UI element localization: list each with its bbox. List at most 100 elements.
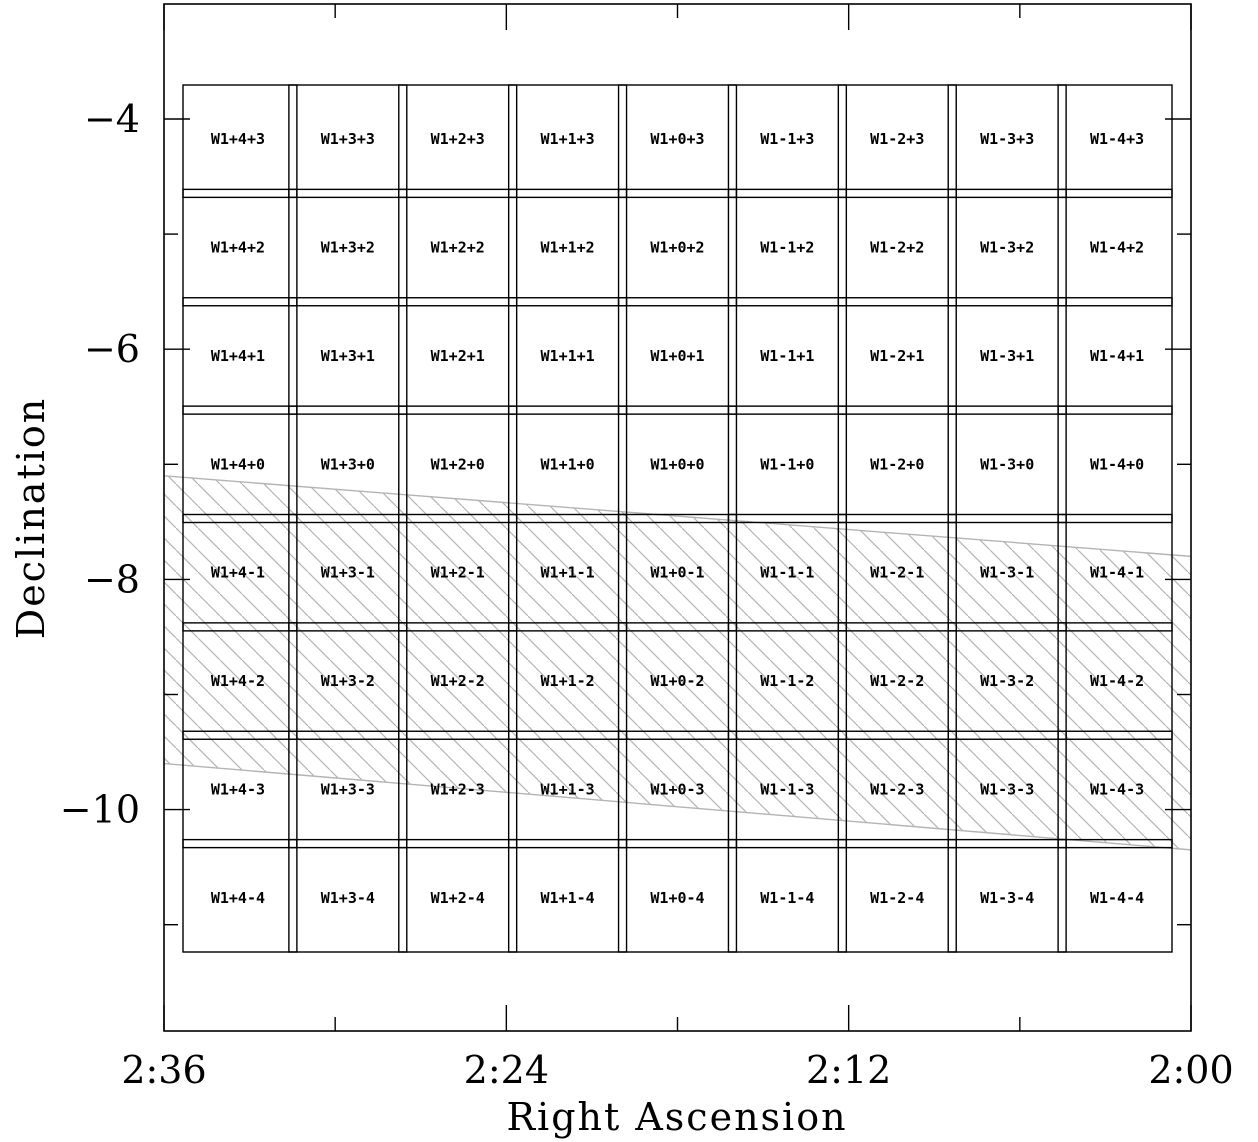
tile-label: W1-3+0 bbox=[980, 455, 1034, 473]
tile: W1-4+0 bbox=[1057, 405, 1173, 524]
tile-outline bbox=[398, 188, 518, 307]
x-axis-title: Right Ascension bbox=[506, 1095, 847, 1139]
tile-outline bbox=[617, 405, 738, 524]
tile-outline bbox=[288, 297, 408, 415]
tile-outline bbox=[288, 188, 408, 307]
tile-outline bbox=[182, 513, 298, 632]
tile-label: W1+1+3 bbox=[541, 130, 595, 148]
tile: W1+3+2 bbox=[288, 188, 408, 307]
tile: W1+2-1 bbox=[398, 513, 518, 632]
y-tick-label: −10 bbox=[60, 788, 140, 832]
band-upper-edge bbox=[164, 475, 1191, 558]
tile-label: W1+3+1 bbox=[321, 347, 375, 365]
tile-label: W1+0+0 bbox=[650, 455, 704, 473]
tile: W1-1+2 bbox=[727, 188, 848, 307]
tile-label: W1+1+2 bbox=[541, 239, 595, 257]
tile-outline bbox=[398, 297, 518, 415]
tile-outline bbox=[288, 84, 408, 199]
tile: W1+2+1 bbox=[398, 297, 518, 415]
tile: W1+1+3 bbox=[507, 84, 628, 199]
tile-outline bbox=[617, 84, 738, 199]
tile-label: W1+2+3 bbox=[431, 130, 485, 148]
tile: W1-2+1 bbox=[837, 297, 957, 415]
tile-label: W1+4+2 bbox=[211, 239, 265, 257]
tile-label: W1-4-2 bbox=[1090, 672, 1144, 690]
tile: W1-4+1 bbox=[1057, 297, 1173, 415]
tile-outline bbox=[727, 405, 848, 524]
tile: W1-3-4 bbox=[947, 838, 1067, 953]
tile-outline bbox=[1057, 188, 1173, 307]
tile-outline bbox=[1057, 730, 1173, 849]
tile-label: W1-3-1 bbox=[980, 564, 1034, 582]
tile-outline bbox=[617, 513, 738, 632]
tile-label: W1+4-2 bbox=[211, 672, 265, 690]
tile: W1+1-1 bbox=[507, 513, 628, 632]
tile-outline bbox=[727, 84, 848, 199]
tile-label: W1+3+3 bbox=[321, 130, 375, 148]
tile-outline bbox=[947, 84, 1067, 199]
tile-outline bbox=[507, 838, 628, 953]
tile-label: W1+3+2 bbox=[321, 239, 375, 257]
tile-label: W1-2+0 bbox=[870, 455, 924, 473]
tile-label: W1-4+0 bbox=[1090, 455, 1144, 473]
tile-outline bbox=[947, 297, 1067, 415]
tile-label: W1+4-4 bbox=[211, 889, 265, 907]
tile: W1-1+3 bbox=[727, 84, 848, 199]
y-tick-label: −8 bbox=[84, 557, 140, 601]
tile-outline bbox=[837, 513, 957, 632]
tile-label: W1-2-4 bbox=[870, 889, 924, 907]
tile-label: W1-3+3 bbox=[980, 130, 1034, 148]
tile-outline bbox=[398, 84, 518, 199]
tile-outline bbox=[1057, 838, 1173, 953]
tile: W1+3-4 bbox=[288, 838, 408, 953]
tile: W1-4-1 bbox=[1057, 513, 1173, 632]
tile: W1-3+1 bbox=[947, 297, 1067, 415]
tile-outline bbox=[617, 622, 738, 740]
tile: W1+1-3 bbox=[507, 730, 628, 849]
tile: W1-4-4 bbox=[1057, 838, 1173, 953]
tile-label: W1-1-3 bbox=[760, 780, 814, 798]
tile: W1+4-2 bbox=[182, 622, 298, 740]
y-tick-label: −6 bbox=[84, 327, 140, 371]
tile-outline bbox=[947, 622, 1067, 740]
tile: W1-1-2 bbox=[727, 622, 848, 740]
tile: W1-3-2 bbox=[947, 622, 1067, 740]
tile-outline bbox=[288, 730, 408, 849]
tile-outline bbox=[837, 405, 957, 524]
tile: W1-2-4 bbox=[837, 838, 957, 953]
tile-label: W1+4+1 bbox=[211, 347, 265, 365]
tile-outline bbox=[398, 513, 518, 632]
tile: W1-1-4 bbox=[727, 838, 848, 953]
tile-outline bbox=[507, 622, 628, 740]
tile: W1-2+3 bbox=[837, 84, 957, 199]
tile: W1+0-1 bbox=[617, 513, 738, 632]
tile: W1-3+3 bbox=[947, 84, 1067, 199]
y-axis-title: Declination bbox=[9, 397, 53, 639]
tile-outline bbox=[182, 730, 298, 849]
tile: W1+2+3 bbox=[398, 84, 518, 199]
tile-label: W1+2-4 bbox=[431, 889, 485, 907]
tile-label: W1+1-2 bbox=[541, 672, 595, 690]
tile-label: W1-3+1 bbox=[980, 347, 1034, 365]
tile-label: W1+1-3 bbox=[541, 780, 595, 798]
tile-label: W1+0-3 bbox=[650, 780, 704, 798]
tile: W1+0-3 bbox=[617, 730, 738, 849]
tile-outline bbox=[182, 188, 298, 307]
tile-outline bbox=[727, 297, 848, 415]
tile-label: W1+4+0 bbox=[211, 455, 265, 473]
tile: W1-3-3 bbox=[947, 730, 1067, 849]
tile-outline bbox=[727, 513, 848, 632]
tile-label: W1+3-2 bbox=[321, 672, 375, 690]
tile: W1-2-3 bbox=[837, 730, 957, 849]
tile-label: W1-1+2 bbox=[760, 239, 814, 257]
tile-label: W1+0-4 bbox=[650, 889, 704, 907]
tile-label: W1-3-3 bbox=[980, 780, 1034, 798]
tile: W1+4+2 bbox=[182, 188, 298, 307]
tile: W1-4-3 bbox=[1057, 730, 1173, 849]
tile: W1+3-1 bbox=[288, 513, 408, 632]
tile: W1+1-4 bbox=[507, 838, 628, 953]
tile-label: W1-4+3 bbox=[1090, 130, 1144, 148]
tile-label: W1-4+1 bbox=[1090, 347, 1144, 365]
tile: W1-3+0 bbox=[947, 405, 1067, 524]
tile-label: W1-1-4 bbox=[760, 889, 814, 907]
